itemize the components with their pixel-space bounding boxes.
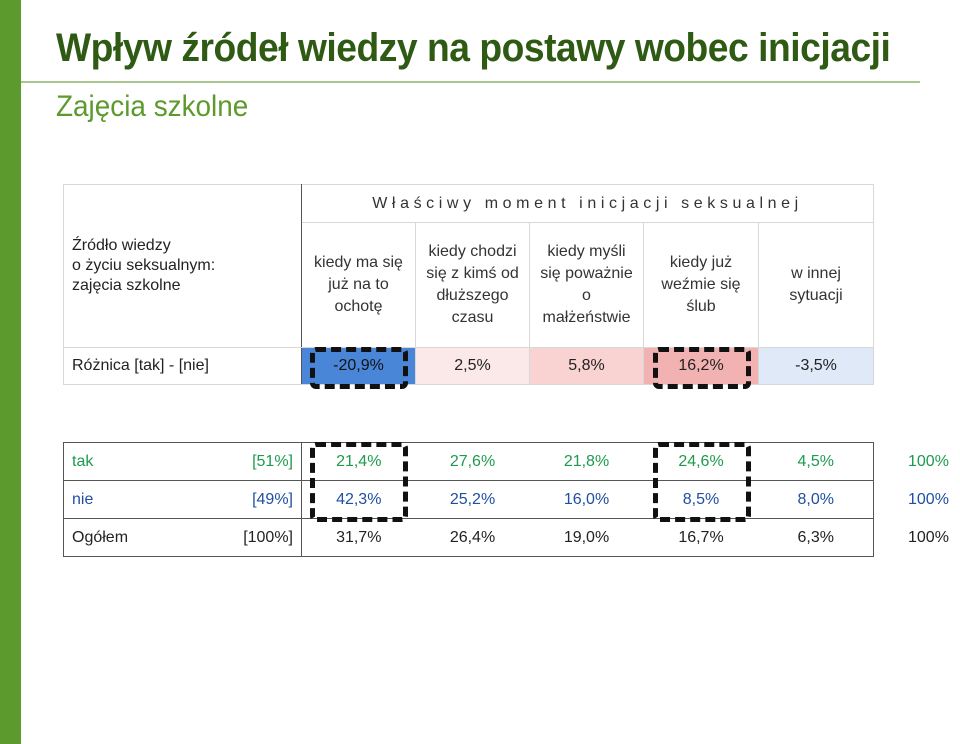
row-total: 100% — [908, 453, 949, 470]
column-header-line: się poważnie — [540, 265, 633, 282]
column-header: kiedy już weźmie się ślub — [643, 222, 759, 348]
column-header-line: weźmie się — [661, 276, 741, 293]
column-header-line: już na to — [328, 276, 389, 293]
column-header-line: małżeństwie — [542, 309, 631, 326]
difference-value: 5,8% — [529, 347, 644, 385]
cell-value: 25,2% — [415, 480, 530, 519]
breakdown-table: tak [51%] 21,4% 27,6% 21,8% 24,6% 4,5% n… — [63, 442, 874, 557]
row-share: [49%] — [213, 480, 302, 519]
source-label-line: o życiu seksualnym: — [72, 257, 216, 274]
left-accent-bar — [0, 0, 21, 744]
highlight-box — [653, 347, 751, 389]
cell-value: 21,4% — [301, 442, 416, 481]
row-share: [100%] — [213, 518, 302, 557]
column-header-line: czasu — [451, 309, 494, 326]
slide-subtitle: Zajęcia szkolne — [56, 90, 249, 123]
row-total: 100% — [908, 491, 949, 508]
cell-value: 21,8% — [529, 442, 644, 481]
cell-value: 8,0% — [758, 480, 874, 519]
column-header-line: kiedy chodzi — [428, 243, 517, 260]
moment-table: Źródło wiedzy o życiu seksualnym: zajęci… — [63, 184, 875, 385]
column-header-line: ślub — [686, 298, 716, 315]
row-label: Ogółem — [63, 518, 214, 557]
highlight-box — [310, 442, 408, 522]
difference-value: -3,5% — [757, 347, 875, 385]
highlight-box — [310, 347, 408, 389]
cell-value: 31,7% — [301, 518, 416, 557]
cell-value: 42,3% — [301, 480, 416, 519]
column-header-line: kiedy ma się — [314, 254, 403, 271]
cell-value: 26,4% — [415, 518, 530, 557]
column-header-line: sytuacji — [789, 287, 843, 304]
slide-title: Wpływ źródeł wiedzy na postawy wobec ini… — [56, 26, 891, 70]
column-header-line: o — [582, 287, 591, 304]
column-header: kiedy chodzi się z kimś od dłuższego cza… — [415, 222, 530, 348]
row-share: [51%] — [213, 442, 302, 481]
table-row: Ogółem [100%] 31,7% 26,4% 19,0% 16,7% 6,… — [63, 518, 874, 557]
cell-value: 19,0% — [529, 518, 644, 557]
column-header-line: się z kimś od — [426, 265, 519, 282]
table-row: nie [49%] 42,3% 25,2% 16,0% 8,5% 8,0% — [63, 480, 874, 519]
row-label: nie — [63, 480, 214, 519]
cell-value: 24,6% — [643, 442, 759, 481]
row-label: tak — [63, 442, 214, 481]
column-header-line: dłuższego — [436, 287, 509, 304]
moment-header: Właściwy moment inicjacji seksualnej — [300, 184, 875, 223]
column-header: kiedy ma się już na to ochotę — [301, 222, 416, 348]
source-label-line: zajęcia szkolne — [72, 277, 181, 294]
cell-value: 4,5% — [758, 442, 874, 481]
column-header: kiedy myśli się poważnie o małżeństwie — [529, 222, 644, 348]
column-header: w innej sytuacji — [757, 222, 875, 348]
cell-value: 8,5% — [643, 480, 759, 519]
title-divider — [21, 81, 920, 83]
difference-value: 2,5% — [415, 347, 530, 385]
source-label-line: Źródło wiedzy — [72, 237, 171, 254]
difference-label: Różnica [tak] - [nie] — [63, 347, 302, 385]
column-header-line: kiedy już — [669, 254, 733, 271]
column-header-line: w innej — [791, 265, 841, 282]
difference-value: -20,9% — [301, 347, 416, 385]
row-total: 100% — [908, 529, 949, 546]
cell-value: 16,7% — [643, 518, 759, 557]
source-label-cell: Źródło wiedzy o życiu seksualnym: zajęci… — [63, 184, 302, 348]
highlight-box — [653, 442, 751, 522]
table-row: tak [51%] 21,4% 27,6% 21,8% 24,6% 4,5% — [63, 442, 874, 481]
column-header-line: ochotę — [334, 298, 383, 315]
cell-value: 6,3% — [758, 518, 874, 557]
cell-value: 27,6% — [415, 442, 530, 481]
column-header-line: kiedy myśli — [547, 243, 626, 260]
cell-value: 16,0% — [529, 480, 644, 519]
difference-row: Różnica [tak] - [nie] -20,9% 2,5% 5,8% 1… — [63, 347, 875, 385]
